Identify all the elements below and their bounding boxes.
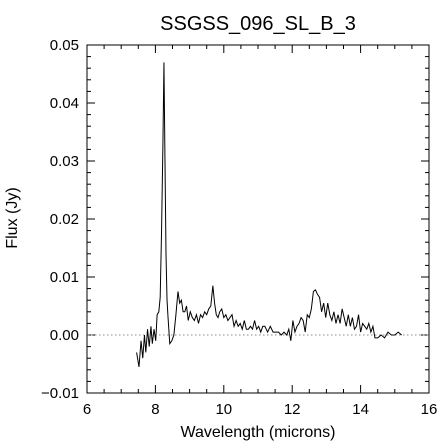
y-tick-label: 0.04 xyxy=(50,95,79,112)
plot-frame xyxy=(86,44,430,394)
y-axis-label: Flux (Jy) xyxy=(4,187,21,248)
x-tick-label: 6 xyxy=(83,401,91,418)
x-tick-label: 8 xyxy=(151,401,159,418)
y-tick-label: 0.01 xyxy=(50,269,79,286)
spectrum-line xyxy=(136,62,402,367)
x-tick-label: 14 xyxy=(352,401,369,418)
y-tick-label: 0.02 xyxy=(50,211,79,228)
x-axis-label: Wavelength (microns) xyxy=(180,424,335,441)
y-tick-label: −0.01 xyxy=(41,385,79,402)
axis-ticks xyxy=(86,44,430,394)
tick-labels: 6 8 10 12 14 16 −0.01 0.00 0.01 0.02 0.03 0.04 0.05 xyxy=(41,37,437,418)
x-tick-label: 10 xyxy=(215,401,232,418)
y-tick-label: 0.03 xyxy=(50,153,79,170)
y-tick-label: 0.00 xyxy=(50,327,79,344)
y-tick-label: 0.05 xyxy=(50,37,79,54)
x-tick-label: 16 xyxy=(421,401,438,418)
chart-title: SSGSS_096_SL_B_3 xyxy=(160,13,356,35)
x-tick-label: 12 xyxy=(284,401,301,418)
